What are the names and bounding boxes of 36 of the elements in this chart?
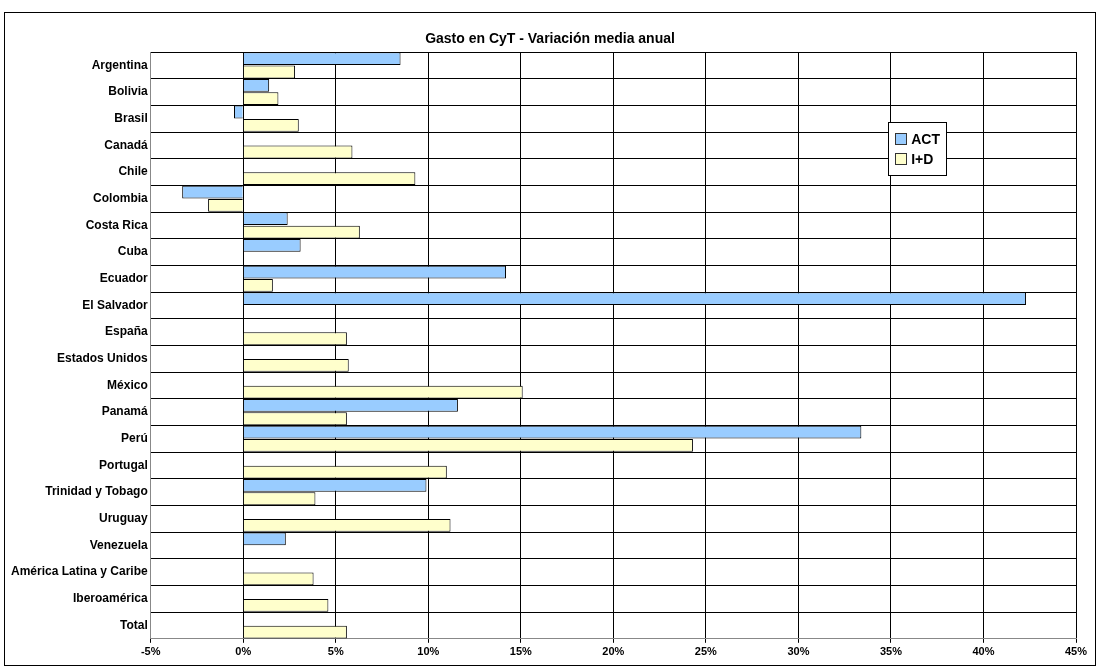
y-tick-label: Portugal [99,457,148,472]
y-tick-label: Uruguay [99,511,149,526]
y-tick-label: Colombia [93,191,149,206]
x-tick-label: 40% [972,645,995,658]
x-tick-label: 25% [694,645,718,658]
y-tick-label: Costa Rica [85,217,149,232]
y-tick-label: Total [119,617,148,632]
x-tick-label: 5% [327,645,344,658]
y-tick-label: Cuba [117,244,149,259]
x-tick-label: 30% [787,645,810,658]
x-tick-label: 35% [879,645,903,658]
y-tick-label: Argentina [91,57,149,72]
y-tick-label: Bolivia [108,84,149,99]
x-tick-label: 0% [235,645,252,658]
y-tick-label: Estados Unidos [57,351,149,366]
y-tick-label: Venezuela [89,537,149,552]
y-tick-label: El Salvador [82,297,149,312]
y-tick-label: México [107,377,148,392]
chart-title: Gasto en CyT - Variación media anual [424,30,676,46]
legend-label: I+D [911,151,934,167]
x-tick-label: -5% [140,645,161,658]
y-tick-label: Brasil [114,110,148,125]
y-tick-label: Canadá [104,137,149,152]
y-tick-label: Trinidad y Tobago [45,484,148,499]
x-tick-label: 45% [1064,645,1088,658]
y-tick-label: América Latina y Caribe [10,564,149,579]
x-tick-label: 15% [509,645,533,658]
y-tick-label: España [105,324,149,339]
x-tick-label: 20% [602,645,625,658]
y-tick-label: Panamá [101,404,149,419]
y-tick-label: Chile [118,164,149,179]
x-tick-label: 10% [417,645,440,658]
legend-label: ACT [911,131,940,147]
y-tick-label: Ecuador [99,271,149,286]
y-tick-label: Perú [121,431,148,446]
y-tick-label: Iberoamérica [73,591,149,606]
